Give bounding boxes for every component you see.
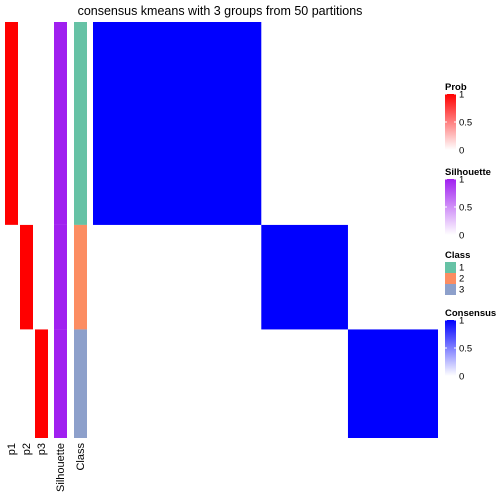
legend-tick-label: 1	[459, 316, 464, 327]
silhouette-group-3	[54, 329, 67, 438]
prob-p3-group-2	[35, 224, 48, 330]
legend-tick-label: 0.5	[459, 203, 472, 214]
legend-item-label: 3	[459, 285, 464, 296]
consensus-matrix	[93, 22, 438, 438]
prob-p2-group-3	[20, 329, 33, 438]
prob-p3-group-1	[35, 22, 48, 225]
class-cell-group-2	[74, 224, 87, 330]
legend-tick-label: 0	[459, 146, 464, 157]
class-cell-group-3	[74, 329, 87, 438]
annotation-label-silhouette: Silhouette	[55, 443, 67, 492]
prob-p2-group-1	[20, 22, 33, 225]
legend-gradient-bar	[445, 94, 456, 150]
legend-swatch-class-1	[445, 262, 456, 273]
legend-swatch-class-3	[445, 284, 456, 295]
annotation-label-p1: p1	[6, 443, 18, 455]
legend-tick-label: 1	[459, 175, 464, 186]
silhouette-group-2	[54, 224, 67, 330]
legend-tick-label: 1	[459, 90, 464, 101]
legend-tick-label: 0.5	[459, 344, 472, 355]
legend-tick-label: 0.5	[459, 118, 472, 129]
prob-p2-group-2	[20, 224, 33, 330]
legend-panel: Prob10.50Silhouette10.50Class123Consensu…	[445, 82, 496, 383]
annotation-columns	[5, 22, 87, 438]
annotation-label-p2: p2	[21, 443, 33, 455]
legend-swatch-class-2	[445, 273, 456, 284]
legend-gradient-bar	[445, 179, 456, 235]
legend-title: Prob	[445, 82, 467, 93]
prob-p1-group-2	[5, 224, 18, 330]
legend-title: Consensus	[445, 308, 496, 319]
legend-tick-label: 0	[459, 231, 464, 242]
consensus-block-3-3	[347, 329, 438, 438]
legend-class: Class 123	[445, 250, 470, 296]
annotation-label-class: Class	[75, 443, 87, 471]
class-cell-group-1	[74, 22, 87, 225]
consensus-block-1-1	[93, 22, 262, 225]
prob-p1-group-3	[5, 329, 18, 438]
legend-title: Class	[445, 250, 470, 261]
legend-title: Silhouette	[445, 167, 491, 178]
legend-tick-label: 0	[459, 372, 464, 383]
prob-p3-group-3	[35, 329, 48, 438]
chart-title: consensus kmeans with 3 groups from 50 p…	[78, 4, 363, 18]
legend-gradient-bar	[445, 320, 456, 376]
legend-item-label: 2	[459, 274, 464, 285]
consensus-block-2-2	[261, 224, 348, 330]
annotation-labels: p1 p2 p3 Silhouette Class	[6, 443, 87, 492]
silhouette-group-1	[54, 22, 67, 225]
annotation-label-p3: p3	[36, 443, 48, 455]
prob-p1-group-1	[5, 22, 18, 225]
legend-item-label: 1	[459, 263, 464, 274]
